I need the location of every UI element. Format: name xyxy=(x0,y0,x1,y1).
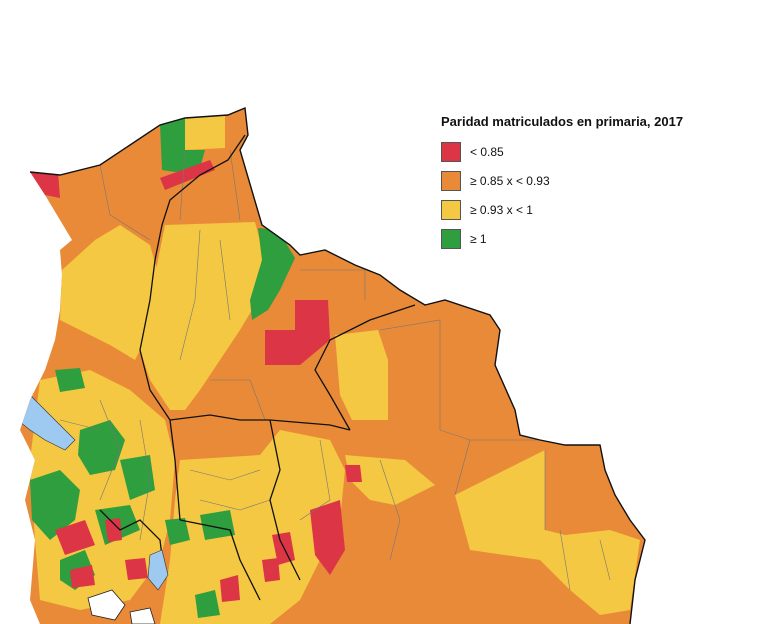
department-boundaries xyxy=(99,134,416,601)
region-red-center-2 xyxy=(272,532,295,565)
map-legend: Paridad matriculados en primaria, 2017 <… xyxy=(441,114,741,257)
legend-item-085-093: ≥ 0.85 x < 0.93 xyxy=(441,170,741,192)
region-red-beni xyxy=(265,300,330,365)
region-green-center-2 xyxy=(165,518,190,545)
legend-title: Paridad matriculados en primaria, 2017 xyxy=(441,114,684,129)
region-green-west-4 xyxy=(120,455,155,500)
region-yellow-santacruz-north xyxy=(335,330,388,420)
region-green-center-1 xyxy=(200,510,235,540)
region-red-northwest xyxy=(30,172,60,198)
municipal-boundaries xyxy=(59,149,611,591)
region-yellow-santacruz-mid xyxy=(345,455,435,505)
region-green-west-1 xyxy=(30,470,80,540)
country-outline xyxy=(29,106,646,624)
region-red-center-4 xyxy=(345,465,362,482)
lake-poopo xyxy=(147,549,169,591)
region-green-pando xyxy=(160,118,205,172)
region-green-west-6 xyxy=(55,368,85,392)
region-red-west-1 xyxy=(55,520,95,555)
legend-label: ≥ 0.85 x < 0.93 xyxy=(470,174,550,188)
region-yellow-cochabamba xyxy=(160,430,345,624)
region-red-center-5 xyxy=(220,575,240,602)
region-red-center-3 xyxy=(262,558,280,582)
legend-item-below-085: < 0.85 xyxy=(441,141,741,163)
region-yellow-santacruz-east xyxy=(455,450,640,615)
legend-item-093-1: ≥ 0.93 x < 1 xyxy=(441,199,741,221)
legend-swatch-orange xyxy=(441,171,461,191)
region-yellow-pando-top xyxy=(185,115,225,150)
region-red-west-3 xyxy=(70,565,95,588)
salt-flat-uyuni xyxy=(87,589,126,621)
salt-flat-coipasa xyxy=(129,607,156,624)
region-yellow-west xyxy=(60,225,160,360)
legend-label: < 0.85 xyxy=(470,145,504,159)
region-green-south-1 xyxy=(195,590,220,618)
legend-item-ge-1: ≥ 1 xyxy=(441,228,741,250)
legend-swatch-red xyxy=(441,142,461,162)
legend-label: ≥ 1 xyxy=(470,232,487,246)
region-red-west-2 xyxy=(105,518,122,542)
legend-swatch-green xyxy=(441,229,461,249)
region-green-beni-strip xyxy=(250,228,295,320)
region-red-pando xyxy=(160,160,215,190)
legend-label: ≥ 0.93 x < 1 xyxy=(470,203,533,217)
region-red-center-1 xyxy=(310,500,345,575)
region-red-west-4 xyxy=(125,558,148,580)
legend-swatch-yellow xyxy=(441,200,461,220)
region-yellow-beni xyxy=(140,222,265,410)
